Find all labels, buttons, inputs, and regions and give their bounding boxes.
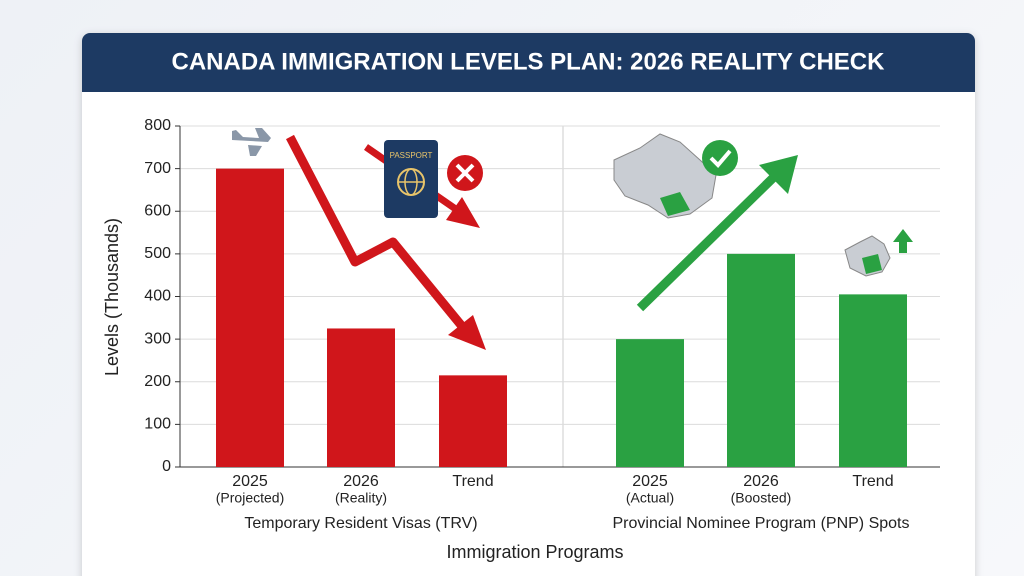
x-tick-note: (Projected) bbox=[216, 490, 284, 506]
x-axis-title: Immigration Programs bbox=[446, 542, 623, 562]
x-tick-note: (Boosted) bbox=[731, 490, 792, 506]
plot: 01002003004005006007008002025(Projected)… bbox=[144, 117, 940, 532]
x-tick-label: 2026 bbox=[343, 473, 379, 490]
header bbox=[82, 33, 975, 92]
bar bbox=[616, 339, 684, 467]
bar bbox=[439, 375, 507, 467]
y-tick-label: 0 bbox=[162, 458, 171, 475]
x-tick-label: 2026 bbox=[743, 473, 779, 490]
y-tick-label: 100 bbox=[144, 416, 171, 433]
x-tick-note: (Actual) bbox=[626, 490, 674, 506]
bar bbox=[327, 328, 395, 467]
y-tick-label: 800 bbox=[144, 117, 171, 134]
x-tick-note: (Reality) bbox=[335, 490, 387, 506]
chart-title: CANADA IMMIGRATION LEVELS PLAN: 2026 REA… bbox=[172, 48, 886, 75]
y-tick-label: 700 bbox=[144, 160, 171, 177]
x-tick-label: 2025 bbox=[632, 473, 668, 490]
group-label: Temporary Resident Visas (TRV) bbox=[244, 515, 477, 532]
y-tick-label: 500 bbox=[144, 245, 171, 262]
decor: PASSPORT bbox=[232, 128, 913, 350]
svg-text:PASSPORT: PASSPORT bbox=[390, 151, 433, 160]
bar bbox=[216, 168, 284, 467]
x-tick-label: 2025 bbox=[232, 473, 268, 490]
bar bbox=[727, 253, 795, 467]
bar bbox=[839, 294, 907, 467]
y-tick-label: 400 bbox=[144, 288, 171, 305]
x-tick-label: Trend bbox=[452, 473, 493, 490]
y-axis-title: Levels (Thousands) bbox=[102, 218, 122, 376]
y-tick-label: 600 bbox=[144, 202, 171, 219]
group-label: Provincial Nominee Program (PNP) Spots bbox=[613, 515, 910, 532]
y-tick-label: 300 bbox=[144, 330, 171, 347]
x-tick-label: Trend bbox=[852, 473, 893, 490]
y-tick-label: 200 bbox=[144, 373, 171, 390]
